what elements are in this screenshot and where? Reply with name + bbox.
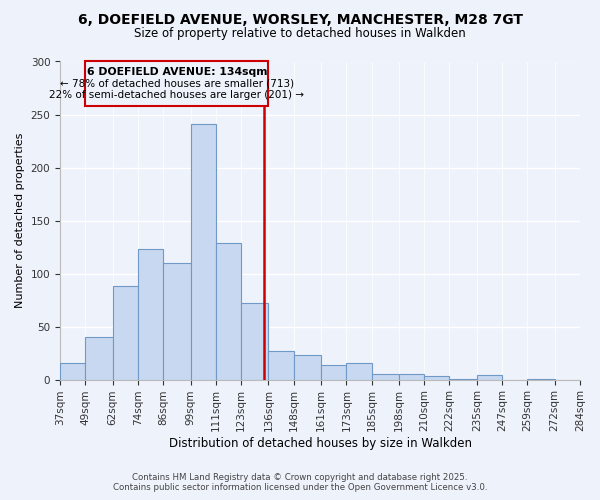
Bar [113, 286, 138, 380]
Bar [241, 304, 268, 380]
Bar [346, 362, 371, 380]
Text: 22% of semi-detached houses are larger (201) →: 22% of semi-detached houses are larger (… [49, 90, 304, 100]
Bar [399, 374, 424, 380]
Bar [163, 263, 191, 380]
Bar [85, 337, 113, 380]
Bar [216, 243, 241, 380]
Text: 6, DOEFIELD AVENUE, WORSLEY, MANCHESTER, M28 7GT: 6, DOEFIELD AVENUE, WORSLEY, MANCHESTER,… [77, 12, 523, 26]
Bar [449, 378, 477, 380]
Text: ← 78% of detached houses are smaller (713): ← 78% of detached houses are smaller (71… [60, 78, 294, 88]
Bar [85, 62, 268, 106]
Bar [138, 249, 163, 380]
Y-axis label: Number of detached properties: Number of detached properties [15, 133, 25, 308]
Bar [477, 376, 502, 380]
Text: Size of property relative to detached houses in Walkden: Size of property relative to detached ho… [134, 28, 466, 40]
Bar [293, 355, 321, 380]
Text: 6 DOEFIELD AVENUE: 134sqm: 6 DOEFIELD AVENUE: 134sqm [86, 67, 267, 77]
Bar [371, 374, 399, 380]
Bar [527, 378, 555, 380]
Bar [321, 365, 346, 380]
Bar [60, 362, 85, 380]
Bar [268, 351, 293, 380]
Bar [191, 124, 216, 380]
Bar [424, 376, 449, 380]
Text: Contains HM Land Registry data © Crown copyright and database right 2025.
Contai: Contains HM Land Registry data © Crown c… [113, 473, 487, 492]
X-axis label: Distribution of detached houses by size in Walkden: Distribution of detached houses by size … [169, 437, 472, 450]
